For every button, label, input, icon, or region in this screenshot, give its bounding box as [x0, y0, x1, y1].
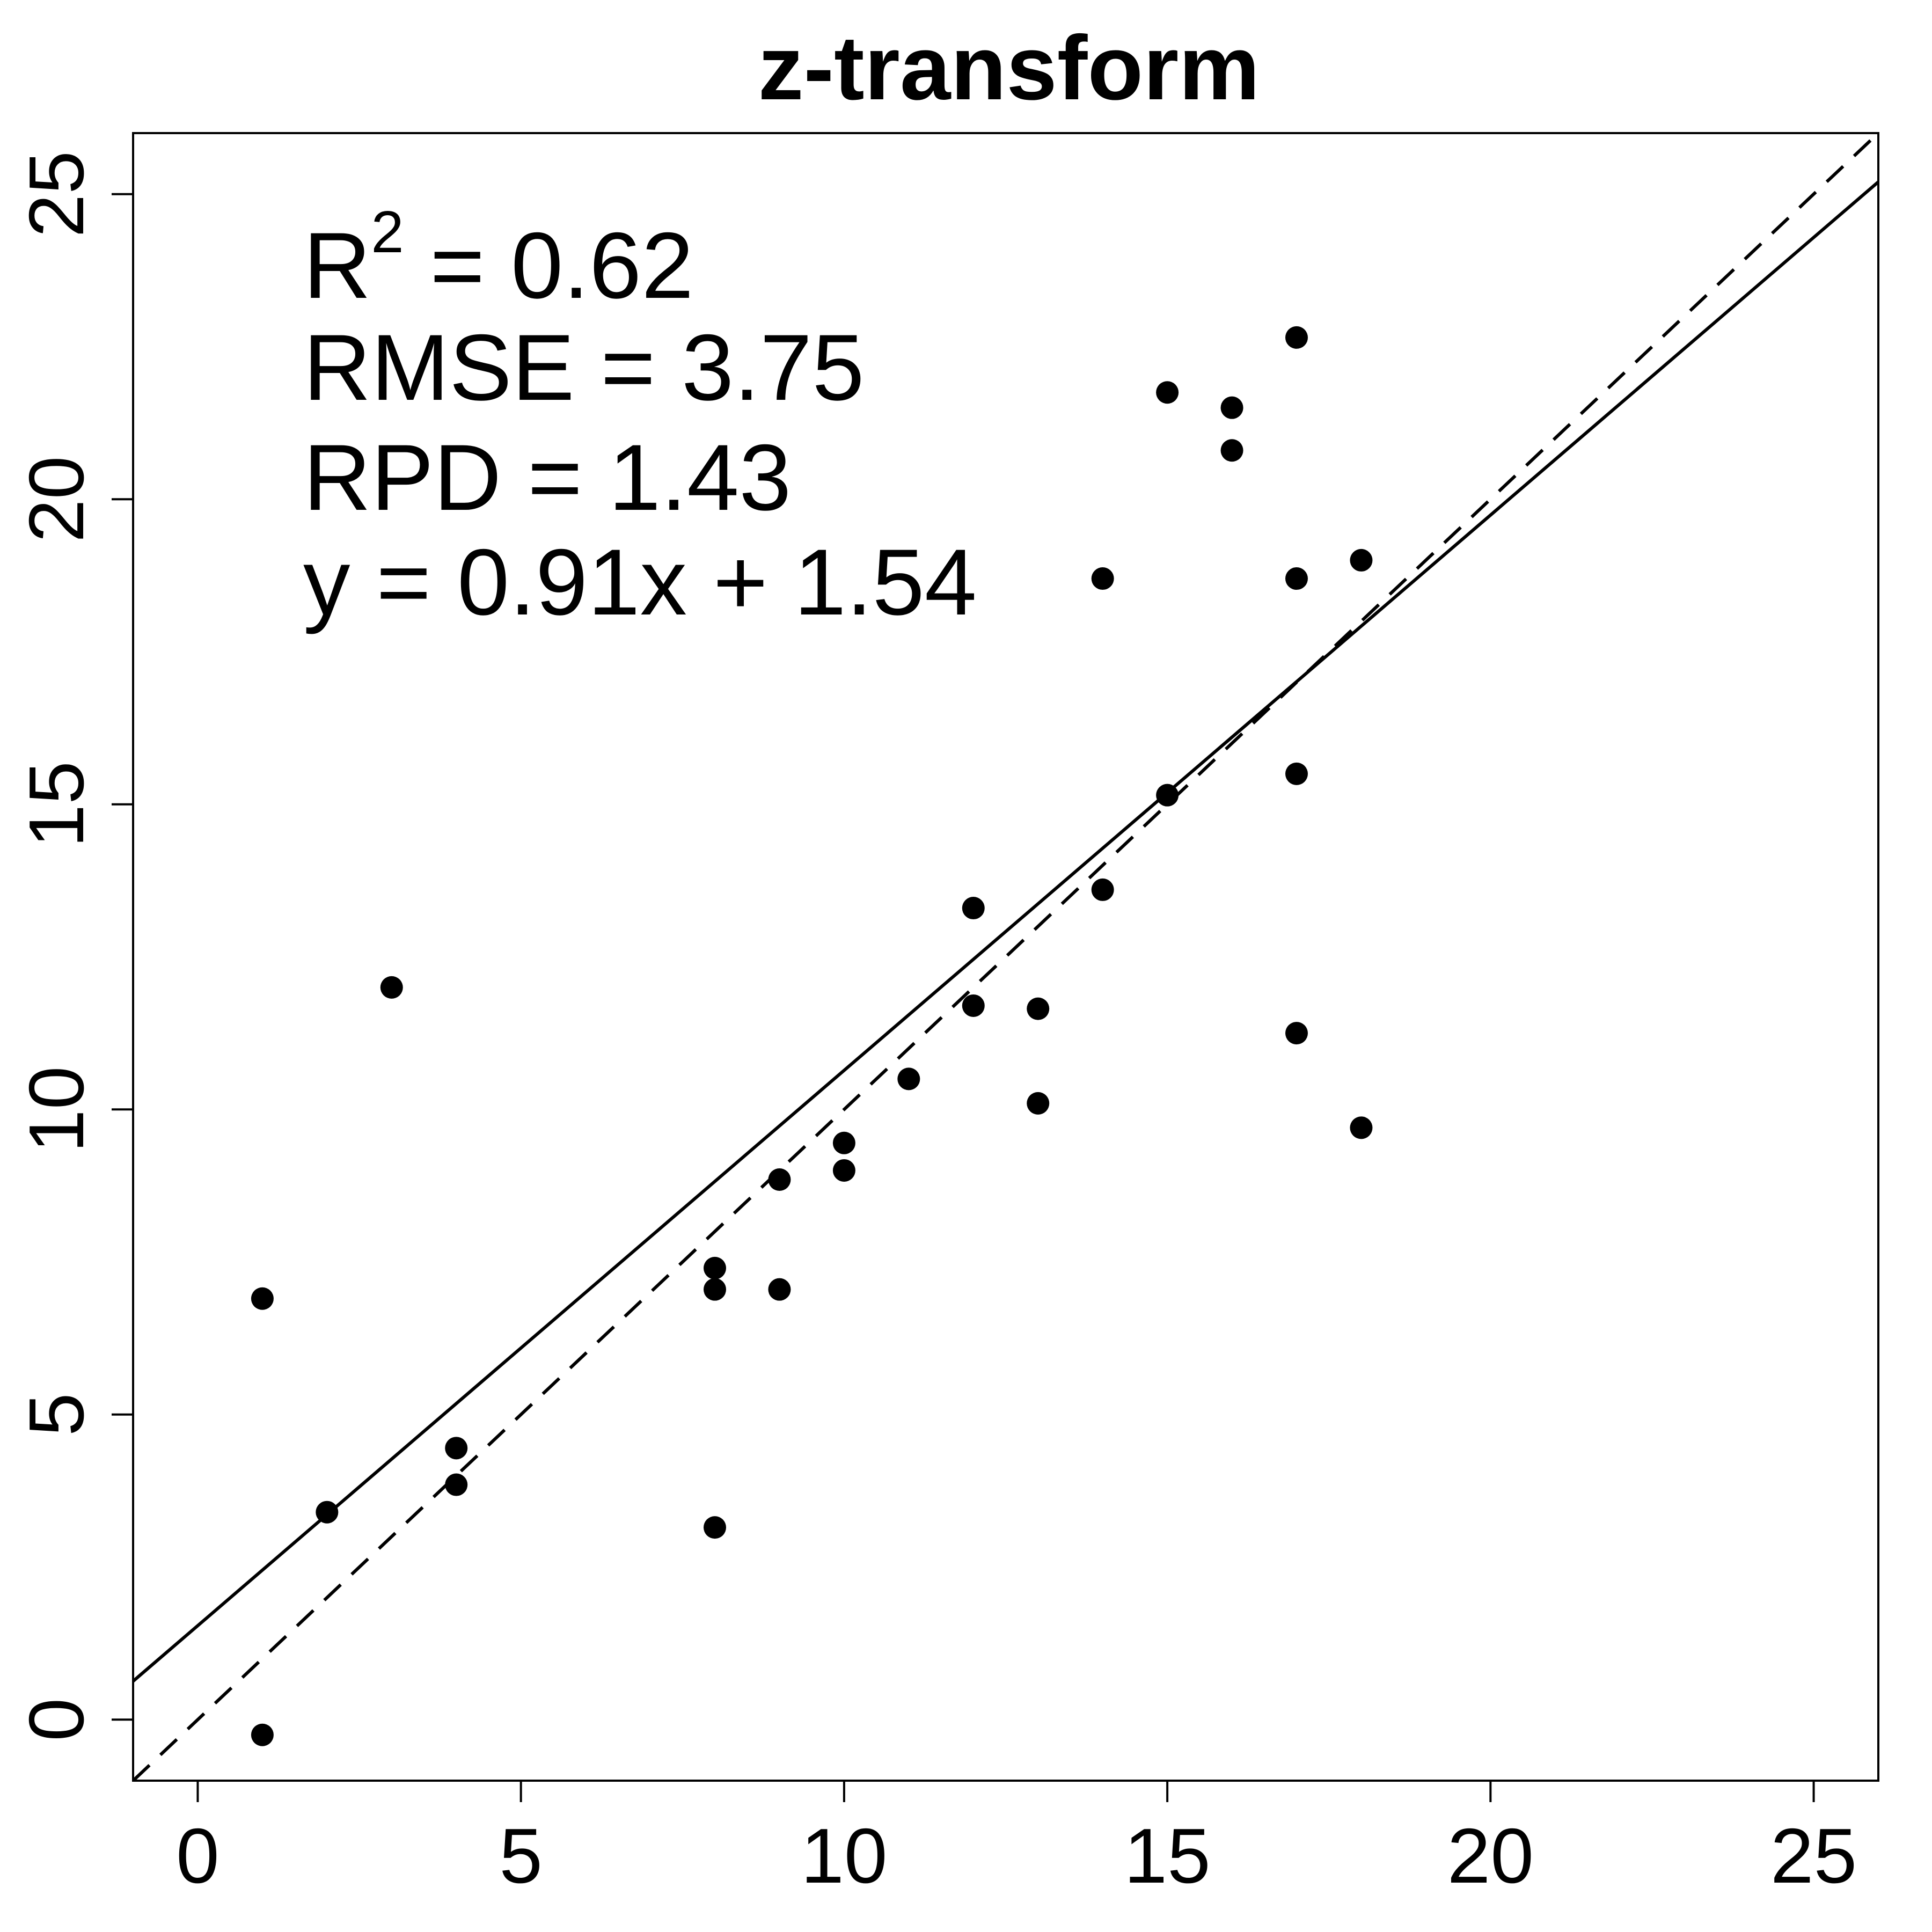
y-tick-label: 5	[13, 1393, 100, 1436]
rpd-annotation: RPD = 1.43	[303, 426, 792, 530]
data-point	[1091, 878, 1114, 901]
data-point	[1285, 567, 1308, 590]
data-point	[251, 1287, 274, 1310]
data-point	[768, 1168, 791, 1191]
data-point	[704, 1256, 726, 1279]
data-point	[316, 1501, 339, 1524]
data-point	[962, 994, 985, 1017]
data-point	[1220, 396, 1243, 419]
r-squared-r: R	[303, 214, 371, 318]
x-tick-label: 5	[499, 1812, 543, 1899]
data-point	[768, 1278, 791, 1301]
data-point	[1027, 1092, 1050, 1115]
data-point	[1027, 997, 1050, 1020]
x-tick-label: 10	[801, 1812, 887, 1899]
data-point	[1350, 548, 1373, 572]
x-tick-label: 0	[176, 1812, 219, 1899]
x-tick-label: 25	[1770, 1812, 1857, 1899]
x-axis: 0 5 10 15 20 25	[176, 1780, 1857, 1899]
data-point	[1285, 326, 1308, 349]
r-squared-superscript: 2	[371, 199, 404, 265]
data-point	[704, 1278, 726, 1301]
y-tick-label: 25	[13, 151, 100, 237]
data-point	[1156, 381, 1179, 404]
data-point	[897, 1067, 920, 1091]
data-point	[1350, 1116, 1373, 1139]
r-squared-value: = 0.62	[404, 214, 694, 318]
data-point	[1285, 762, 1308, 785]
x-tick-label: 20	[1447, 1812, 1534, 1899]
data-point	[1156, 784, 1179, 807]
regression-fit-line	[132, 180, 1879, 1682]
data-point	[704, 1516, 726, 1539]
r-squared-annotation: R2 = 0.62	[303, 199, 694, 318]
y-tick-label: 0	[13, 1698, 100, 1741]
data-point	[832, 1159, 855, 1182]
data-point	[1220, 439, 1243, 462]
x-tick-label: 15	[1124, 1812, 1210, 1899]
data-point	[445, 1473, 468, 1496]
reference-line-1to1	[131, 131, 1880, 1782]
y-axis: 0 5 10 15 20 25	[13, 151, 134, 1741]
data-point	[380, 976, 403, 999]
data-point	[445, 1437, 468, 1460]
chart-title: z-transform	[758, 17, 1260, 119]
equation-annotation: y = 0.91x + 1.54	[303, 530, 977, 635]
data-point	[251, 1723, 274, 1746]
data-point	[832, 1131, 855, 1154]
data-point	[962, 897, 985, 920]
y-tick-label: 20	[13, 456, 100, 543]
y-tick-label: 10	[13, 1066, 100, 1153]
y-tick-label: 15	[13, 761, 100, 847]
data-point	[1091, 567, 1114, 590]
data-point	[1285, 1022, 1308, 1045]
rmse-annotation: RMSE = 3.75	[303, 316, 865, 420]
